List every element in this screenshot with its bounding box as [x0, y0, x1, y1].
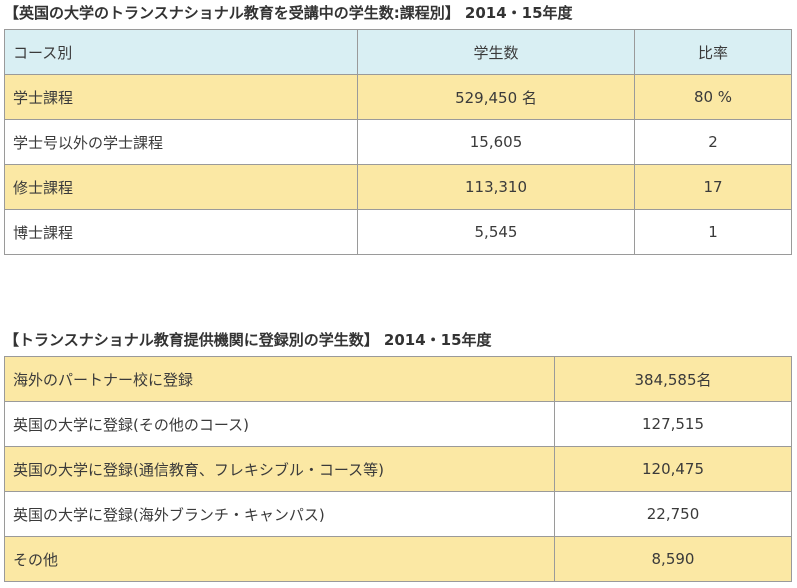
section1-title: 【英国の大学のトランスナショナル教育を受講中の学生数:課程別】 2014・15年…: [4, 4, 573, 22]
table-row: 海外のパートナー校に登録 384,585名: [4, 356, 792, 402]
course-cell: 学士課程: [4, 74, 358, 120]
category-cell: 海外のパートナー校に登録: [4, 356, 555, 402]
header-ratio: 比率: [634, 29, 792, 75]
course-students-table: コース別 学生数 比率 学士課程 529,450 名 80 % 学士号以外の学士…: [4, 29, 792, 255]
category-cell: 英国の大学に登録(その他のコース): [4, 401, 555, 447]
students-cell: 120,475: [554, 446, 792, 492]
course-cell: 修士課程: [4, 164, 358, 210]
table-header-row: コース別 学生数 比率: [4, 29, 792, 75]
students-cell: 384,585名: [554, 356, 792, 402]
table-row: 学士課程 529,450 名 80 %: [4, 74, 792, 120]
table-row: 英国の大学に登録(通信教育、フレキシブル・コース等) 120,475: [4, 446, 792, 492]
table-row: 英国の大学に登録(その他のコース) 127,515: [4, 401, 792, 447]
students-cell: 127,515: [554, 401, 792, 447]
course-cell: 学士号以外の学士課程: [4, 119, 358, 165]
ratio-cell: 1: [634, 209, 792, 255]
table-row: 英国の大学に登録(海外ブランチ・キャンパス) 22,750: [4, 491, 792, 537]
header-course: コース別: [4, 29, 358, 75]
ratio-cell: 80 %: [634, 74, 792, 120]
ratio-cell: 17: [634, 164, 792, 210]
students-cell: 22,750: [554, 491, 792, 537]
students-cell: 5,545: [357, 209, 635, 255]
institution-students-table: 海外のパートナー校に登録 384,585名 英国の大学に登録(その他のコース) …: [4, 356, 792, 582]
table-row: 修士課程 113,310 17: [4, 164, 792, 210]
ratio-cell: 2: [634, 119, 792, 165]
course-cell: 博士課程: [4, 209, 358, 255]
header-students: 学生数: [357, 29, 635, 75]
students-cell: 529,450 名: [357, 74, 635, 120]
table-row: 学士号以外の学士課程 15,605 2: [4, 119, 792, 165]
section2-title: 【トランスナショナル教育提供機関に登録別の学生数】 2014・15年度: [4, 331, 492, 349]
students-cell: 113,310: [357, 164, 635, 210]
students-cell: 8,590: [554, 536, 792, 582]
category-cell: 英国の大学に登録(通信教育、フレキシブル・コース等): [4, 446, 555, 492]
table-row: 博士課程 5,545 1: [4, 209, 792, 255]
table-row: その他 8,590: [4, 536, 792, 582]
category-cell: その他: [4, 536, 555, 582]
students-cell: 15,605: [357, 119, 635, 165]
category-cell: 英国の大学に登録(海外ブランチ・キャンパス): [4, 491, 555, 537]
